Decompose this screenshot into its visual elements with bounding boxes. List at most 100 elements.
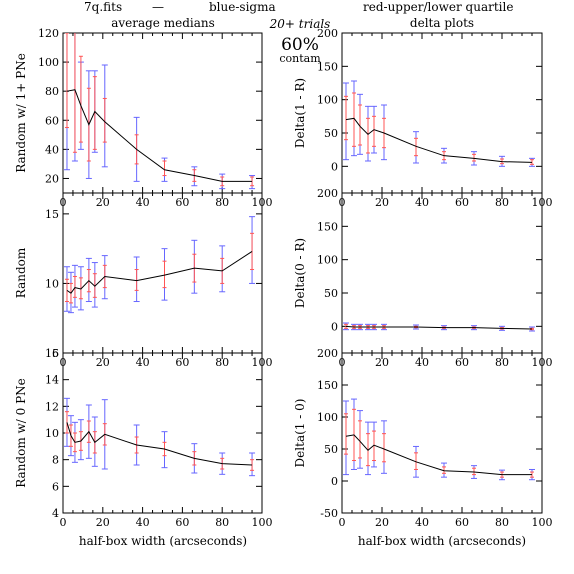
y-tick-label: 5: [52, 347, 59, 360]
x-tick-label: 0: [60, 516, 67, 529]
y-tick-label: 6: [52, 480, 59, 493]
data-layer: [343, 322, 535, 332]
y-tick-label: 100: [317, 411, 338, 424]
y-tick-label: 15: [45, 208, 59, 221]
plot-frame: [341, 32, 543, 194]
x-tick-label: 60: [175, 196, 189, 209]
y-tick-label: 0: [331, 475, 338, 488]
y-tick-label: 200: [317, 27, 338, 40]
y-tick-label: 10: [45, 277, 59, 290]
x-tick-label: 80: [495, 516, 509, 529]
y-tick-label: 4: [52, 507, 59, 520]
y-axis-label: Delta(1 - R): [293, 78, 307, 148]
y-tick-label: 12: [45, 400, 59, 413]
x-tick-label: 60: [455, 516, 469, 529]
y-tick-label: 100: [38, 56, 59, 69]
y-tick-label: 20: [45, 172, 59, 185]
y-tick-label: 10: [45, 427, 59, 440]
plot-frame: [341, 352, 543, 514]
y-tick-label: 150: [317, 220, 338, 233]
file-name: 7q.fits: [84, 0, 122, 14]
y-axis-label: Random: [14, 247, 28, 298]
y-tick-label: 50: [324, 127, 338, 140]
contam-label: contam: [279, 52, 321, 65]
plot-frame: [62, 32, 263, 194]
y-tick-label: 100: [317, 254, 338, 267]
x-tick-label: 80: [495, 196, 509, 209]
x-tick-label: 100: [532, 516, 553, 529]
y-tick-label: 14: [45, 374, 59, 387]
x-tick-label: 40: [415, 356, 429, 369]
y-tick-label: 16: [45, 347, 59, 360]
data-layer: [343, 80, 535, 167]
data-layer: [63, 33, 256, 190]
y-axis-label: Delta(0 - R): [293, 238, 307, 308]
trials-label: 20+ trials: [269, 17, 331, 31]
x-tick-label: 40: [415, 196, 429, 209]
y-tick-label: 8: [52, 454, 59, 467]
x-axis-label-right: half-box width (arcseconds): [358, 534, 526, 548]
x-tick-label: 80: [215, 516, 229, 529]
x-tick-label: 40: [136, 516, 150, 529]
left-column-title: average medians: [111, 16, 215, 30]
x-tick-label: 20: [96, 356, 110, 369]
x-tick-label: 20: [375, 516, 389, 529]
median-line: [345, 434, 532, 476]
x-tick-label: 60: [455, 196, 469, 209]
y-tick-label: 50: [324, 287, 338, 300]
y-tick-label: 150: [317, 379, 338, 392]
y-tick-label: 120: [38, 27, 59, 40]
x-tick-label: 20: [96, 196, 110, 209]
x-tick-label: 20: [375, 196, 389, 209]
x-tick-label: 80: [215, 356, 229, 369]
median-line: [345, 117, 533, 163]
y-axis-label: Random w/ 1+ PNe: [14, 53, 28, 173]
x-tick-label: 40: [415, 516, 429, 529]
x-tick-label: 40: [136, 356, 150, 369]
plot-frame: [62, 352, 263, 514]
right-column-title: delta plots: [410, 16, 474, 30]
x-tick-label: 60: [175, 356, 189, 369]
x-tick-label: 80: [495, 356, 509, 369]
y-tick-label: 100: [317, 94, 338, 107]
y-tick-label: 0: [331, 160, 338, 173]
x-tick-label: 60: [175, 516, 189, 529]
x-tick-label: 0: [339, 516, 346, 529]
legend-dash: —: [152, 0, 164, 14]
y-axis-label: Random w/ 0 PNe: [14, 378, 28, 488]
median-line: [66, 251, 253, 294]
median-line: [66, 89, 253, 182]
y-tick-label: 50: [324, 443, 338, 456]
y-tick-label: 200: [317, 187, 338, 200]
data-layer: [343, 398, 535, 481]
x-tick-label: 80: [215, 196, 229, 209]
x-tick-label: 20: [375, 356, 389, 369]
y-tick-label: 60: [45, 114, 59, 127]
x-axis-label-left: half-box width (arcseconds): [79, 534, 247, 548]
y-tick-label: 40: [45, 143, 59, 156]
y-axis-label: Delta(1 - 0): [293, 399, 307, 468]
median-line: [345, 325, 533, 330]
y-tick-label: 200: [317, 347, 338, 360]
data-layer: [63, 397, 256, 477]
plot-frame: [62, 192, 263, 354]
median-line: [66, 422, 253, 466]
x-tick-label: 40: [136, 196, 150, 209]
x-tick-label: 100: [252, 516, 273, 529]
x-tick-label: 20: [96, 516, 110, 529]
legend-red-quartile: red-upper/lower quartile: [363, 0, 513, 14]
y-tick-label: 0: [331, 320, 338, 333]
y-tick-label: -50: [320, 507, 338, 520]
x-tick-label: 60: [455, 356, 469, 369]
y-tick-label: 150: [317, 60, 338, 73]
contam-percent: 60%: [281, 35, 319, 55]
legend-blue-sigma: blue-sigma: [209, 0, 276, 14]
data-layer: [63, 216, 256, 314]
panel-bottom-left: 0 20 40 60 80 100 4 6 8 10 12 14 16 Random w/ 0 PNe: [14, 347, 273, 529]
